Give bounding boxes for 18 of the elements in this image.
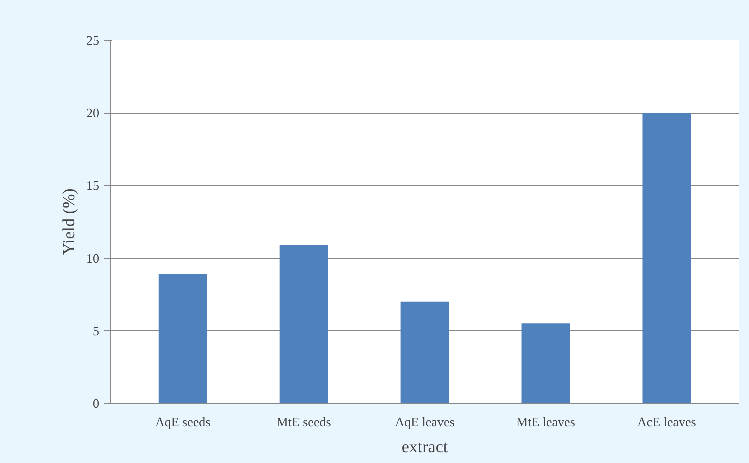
x-tick-label: MtE leaves xyxy=(516,414,576,430)
x-tick-label: AqE seeds xyxy=(155,414,211,430)
bar xyxy=(158,274,208,404)
bar xyxy=(400,302,450,404)
y-tick-label: 0 xyxy=(93,396,100,411)
bar xyxy=(522,324,570,404)
x-tick-label: AcE leaves xyxy=(638,414,696,430)
y-tick-label: 25 xyxy=(86,33,100,48)
bar xyxy=(642,113,692,404)
x-axis-title: extract xyxy=(402,438,448,456)
y-tick-label: 10 xyxy=(86,250,100,266)
x-tick-label: AqE leaves xyxy=(395,414,455,430)
y-axis-title: Yield (%) xyxy=(60,188,78,256)
y-tick-label: 20 xyxy=(86,106,100,121)
y-tick-label: 15 xyxy=(86,178,100,194)
x-tick-label: MtE seeds xyxy=(276,414,332,430)
bar xyxy=(280,245,328,404)
y-tick-label: 5 xyxy=(93,323,100,338)
